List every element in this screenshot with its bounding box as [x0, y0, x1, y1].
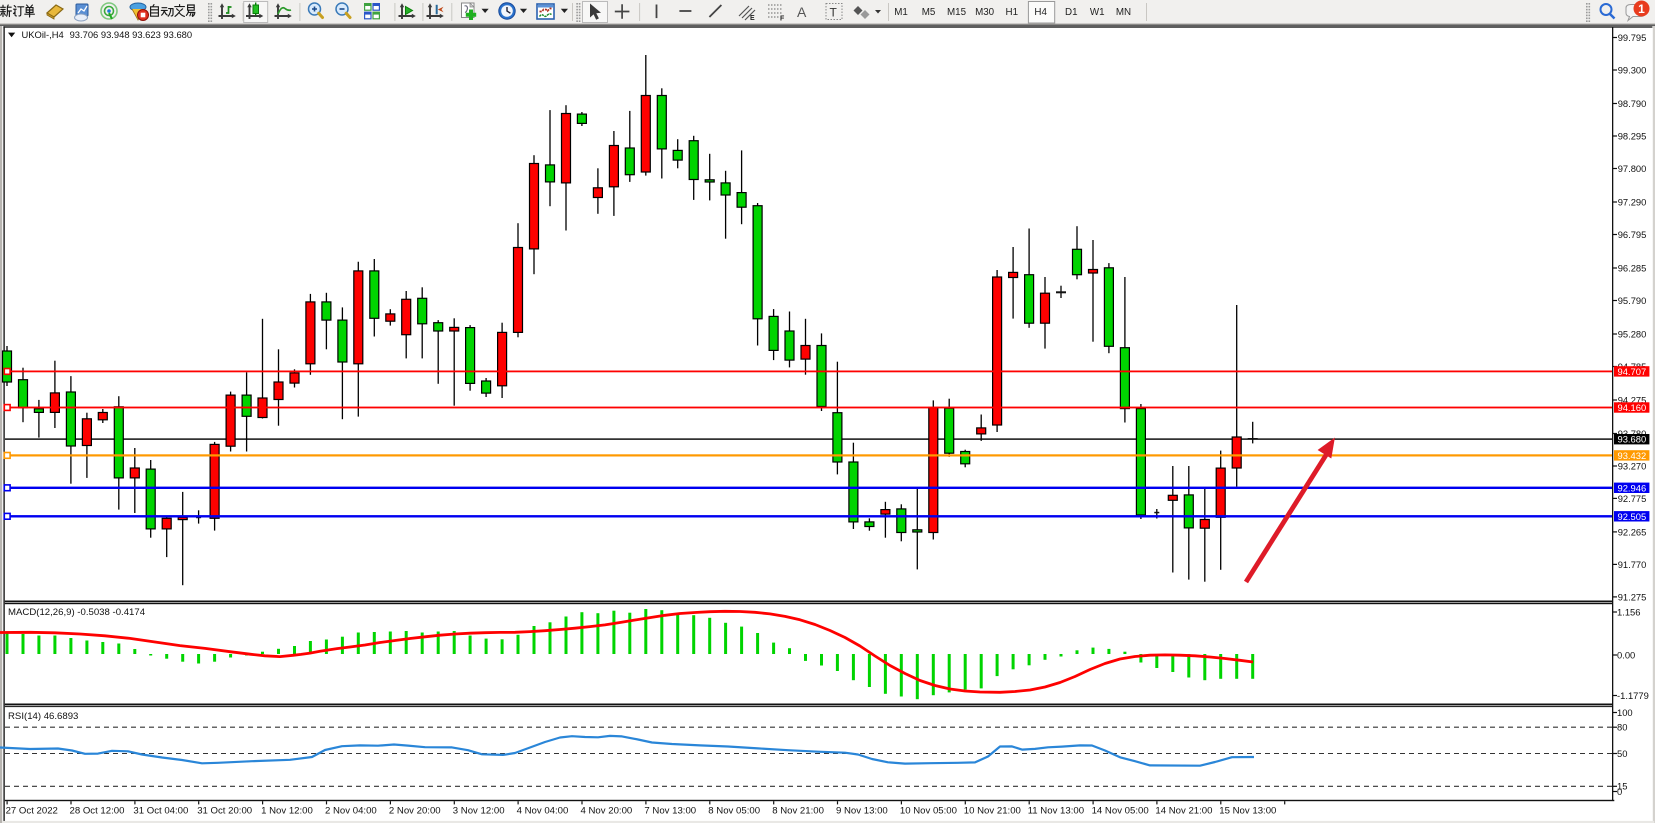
svg-text:31 Oct 04:00: 31 Oct 04:00 [133, 805, 188, 816]
svg-text:M1: M1 [894, 7, 908, 18]
svg-text:31 Oct 20:00: 31 Oct 20:00 [197, 805, 252, 816]
svg-text:1 Nov 12:00: 1 Nov 12:00 [261, 805, 313, 816]
svg-text:93.270: 93.270 [1618, 460, 1647, 471]
svg-text:92.265: 92.265 [1618, 526, 1647, 537]
svg-text:95.280: 95.280 [1618, 328, 1647, 339]
svg-text:93.706 93.948 93.623 93.680: 93.706 93.948 93.623 93.680 [70, 29, 193, 40]
svg-text:15 Nov 13:00: 15 Nov 13:00 [1219, 805, 1276, 816]
svg-text:92.775: 92.775 [1618, 493, 1647, 504]
svg-text:27 Oct 2022: 27 Oct 2022 [6, 805, 58, 816]
svg-text:98.790: 98.790 [1618, 98, 1647, 109]
svg-text:10 Nov 21:00: 10 Nov 21:00 [964, 805, 1021, 816]
svg-text:94.160: 94.160 [1618, 402, 1647, 413]
svg-text:94.707: 94.707 [1618, 366, 1647, 377]
svg-text:MACD(12,26,9) -0.5038 -0.4174: MACD(12,26,9) -0.5038 -0.4174 [8, 607, 146, 618]
svg-text:14 Nov 05:00: 14 Nov 05:00 [1092, 805, 1149, 816]
svg-text:M15: M15 [947, 7, 967, 18]
svg-text:T: T [830, 6, 838, 20]
svg-text:A: A [797, 4, 807, 20]
svg-text:99.300: 99.300 [1618, 64, 1647, 75]
svg-text:0.00: 0.00 [1617, 649, 1635, 660]
svg-text:99.795: 99.795 [1618, 32, 1647, 43]
svg-text:8 Nov 21:00: 8 Nov 21:00 [772, 805, 824, 816]
svg-text:H1: H1 [1006, 7, 1019, 18]
svg-text:M30: M30 [975, 7, 995, 18]
svg-text:E: E [750, 15, 755, 22]
svg-text:93.780: 93.780 [1618, 428, 1647, 439]
svg-text:W1: W1 [1090, 7, 1105, 18]
svg-text:95.790: 95.790 [1618, 295, 1647, 306]
svg-text:92.946: 92.946 [1618, 482, 1647, 493]
svg-text:3 Nov 12:00: 3 Nov 12:00 [453, 805, 505, 816]
svg-text:MN: MN [1116, 7, 1131, 18]
svg-text:15: 15 [1617, 781, 1627, 792]
svg-text:92.505: 92.505 [1618, 511, 1647, 522]
svg-text:80: 80 [1617, 722, 1627, 733]
svg-text:14 Nov 21:00: 14 Nov 21:00 [1155, 805, 1212, 816]
svg-text:-1.1779: -1.1779 [1617, 690, 1649, 701]
svg-text:D1: D1 [1065, 7, 1078, 18]
svg-text:10 Nov 05:00: 10 Nov 05:00 [900, 805, 957, 816]
svg-text:91.770: 91.770 [1618, 559, 1647, 570]
svg-text:96.285: 96.285 [1618, 262, 1647, 273]
svg-text:8 Nov 05:00: 8 Nov 05:00 [708, 805, 760, 816]
svg-text:7 Nov 13:00: 7 Nov 13:00 [644, 805, 696, 816]
svg-text:93.432: 93.432 [1618, 450, 1647, 461]
svg-text:9 Nov 13:00: 9 Nov 13:00 [836, 805, 888, 816]
svg-text:28 Oct 12:00: 28 Oct 12:00 [70, 805, 125, 816]
svg-text:2 Nov 04:00: 2 Nov 04:00 [325, 805, 377, 816]
svg-text:93.680: 93.680 [1618, 434, 1647, 445]
svg-text:M5: M5 [922, 7, 936, 18]
svg-text:H4: H4 [1034, 7, 1047, 18]
svg-text:97.290: 97.290 [1618, 196, 1647, 207]
svg-text:2 Nov 20:00: 2 Nov 20:00 [389, 805, 441, 816]
svg-text:0: 0 [1617, 786, 1622, 797]
svg-text:1: 1 [1638, 2, 1645, 16]
svg-text:RSI(14) 46.6893: RSI(14) 46.6893 [8, 711, 78, 722]
svg-text:91.275: 91.275 [1618, 591, 1647, 602]
svg-text:1.156: 1.156 [1617, 606, 1640, 617]
svg-text:F: F [780, 16, 785, 23]
svg-text:98.295: 98.295 [1618, 130, 1647, 141]
svg-text:11 Nov 13:00: 11 Nov 13:00 [1028, 805, 1084, 816]
svg-text:50: 50 [1617, 748, 1627, 759]
svg-text:94.275: 94.275 [1618, 394, 1647, 405]
svg-text:4 Nov 04:00: 4 Nov 04:00 [517, 805, 569, 816]
svg-text:96.795: 96.795 [1618, 229, 1647, 240]
svg-text:97.800: 97.800 [1618, 163, 1647, 174]
svg-text:100: 100 [1617, 707, 1633, 718]
svg-text:UKOil-,H4: UKOil-,H4 [22, 29, 64, 40]
svg-text:4 Nov 20:00: 4 Nov 20:00 [581, 805, 633, 816]
